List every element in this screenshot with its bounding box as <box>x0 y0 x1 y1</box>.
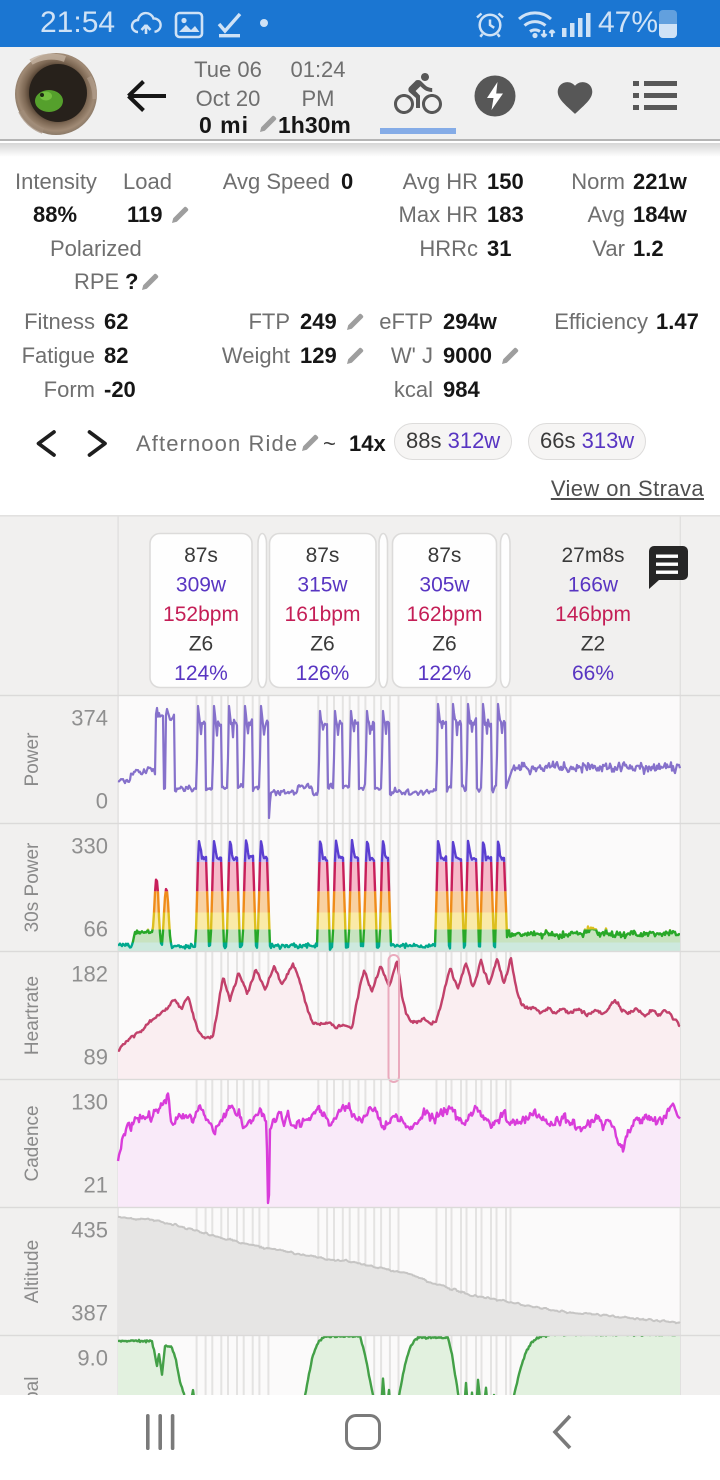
svg-text:W'bal: W'bal <box>22 1377 43 1395</box>
svg-text:130: 130 <box>71 1090 108 1115</box>
svg-text:Z6: Z6 <box>189 633 214 656</box>
svg-text:Power: Power <box>22 732 43 787</box>
svg-text:30s Power: 30s Power <box>22 842 43 932</box>
svg-text:152bpm: 152bpm <box>163 603 239 626</box>
svg-text:305w: 305w <box>419 574 470 597</box>
svg-text:87s: 87s <box>184 544 218 567</box>
svg-text:Altitude: Altitude <box>22 1240 43 1303</box>
svg-text:161bpm: 161bpm <box>285 603 361 626</box>
svg-text:9.0: 9.0 <box>77 1346 108 1371</box>
svg-text:166w: 166w <box>568 574 619 597</box>
svg-text:0: 0 <box>96 789 108 814</box>
svg-text:146bpm: 146bpm <box>555 603 631 626</box>
svg-text:Z6: Z6 <box>432 633 457 656</box>
svg-text:66: 66 <box>84 917 108 942</box>
svg-text:330: 330 <box>71 834 108 859</box>
svg-text:387: 387 <box>71 1301 108 1326</box>
svg-text:374: 374 <box>71 706 108 731</box>
svg-text:27m8s: 27m8s <box>561 544 624 567</box>
svg-text:87s: 87s <box>306 544 340 567</box>
svg-text:315w: 315w <box>297 574 348 597</box>
svg-text:126%: 126% <box>296 662 350 685</box>
svg-text:162bpm: 162bpm <box>407 603 483 626</box>
svg-text:89: 89 <box>84 1045 108 1070</box>
svg-text:Cadence: Cadence <box>22 1105 43 1181</box>
svg-text:182: 182 <box>71 962 108 987</box>
svg-text:Z2: Z2 <box>581 633 606 656</box>
svg-text:309w: 309w <box>176 574 227 597</box>
svg-text:21: 21 <box>84 1173 108 1198</box>
svg-text:66%: 66% <box>572 662 614 685</box>
svg-text:87s: 87s <box>428 544 462 567</box>
svg-text:124%: 124% <box>174 662 228 685</box>
svg-text:Z6: Z6 <box>310 633 335 656</box>
svg-text:122%: 122% <box>418 662 472 685</box>
svg-text:Heartrate: Heartrate <box>22 976 43 1055</box>
svg-text:435: 435 <box>71 1218 108 1243</box>
